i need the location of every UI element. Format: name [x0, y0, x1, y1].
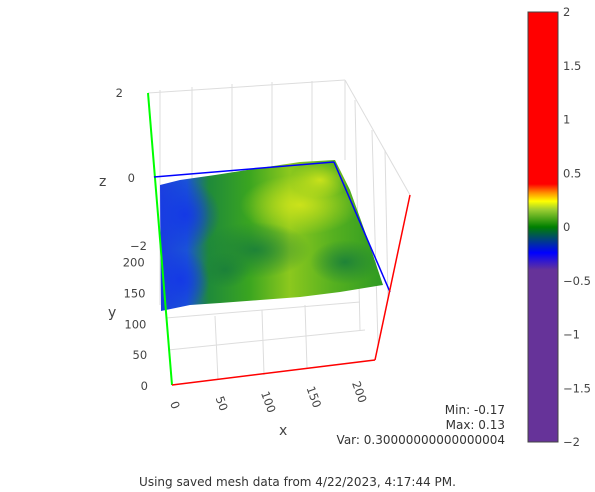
z-tick: −2	[130, 239, 147, 253]
surface-mesh[interactable]	[150, 160, 383, 311]
y-tick-labels: 0 50 100 150 200	[123, 256, 148, 393]
y-axis-line-side	[333, 161, 391, 293]
x-axis-line	[171, 359, 376, 386]
x-tick: 50	[213, 394, 231, 413]
stats-box: Min: -0.17 Max: 0.13 Var: 0.300000000000…	[337, 403, 505, 448]
z-axis-line	[147, 92, 173, 386]
colorbar-tick: −1	[563, 328, 580, 342]
colorbar-tick-labels: 2 1.5 1 0.5 0 −0.5 −1 −1.5 −2	[563, 5, 591, 449]
x-axis-title: x	[279, 423, 287, 439]
x-tick: 100	[258, 389, 279, 414]
colorbar-tick: 1	[563, 113, 570, 127]
y-axis-title: y	[108, 305, 116, 321]
y-tick: 0	[141, 379, 148, 393]
y-tick: 50	[133, 348, 148, 362]
y-tick: 150	[124, 287, 146, 301]
colorbar-tick: 1.5	[563, 59, 581, 73]
x-tick: 200	[349, 379, 370, 404]
colorbar-tick: 2	[563, 5, 570, 19]
axis-lines	[147, 92, 411, 386]
colorbar-tick: 0.5	[563, 166, 581, 180]
colorbar-tick: 0	[563, 220, 570, 234]
x-tick: 150	[304, 384, 325, 409]
y-tick: 200	[123, 256, 145, 270]
colorbar-bar	[527, 11, 559, 443]
footer-note: Using saved mesh data from 4/22/2023, 4:…	[139, 475, 456, 489]
z-tick: 0	[128, 171, 135, 185]
z-tick-labels: −2 0 2	[116, 86, 147, 253]
z-axis-title: z	[99, 174, 106, 190]
stat-var: Var: 0.30000000000000004	[336, 433, 505, 447]
y-axis-line	[153, 161, 335, 178]
stat-min: Min: -0.17	[444, 403, 505, 417]
colorbar: 2 1.5 1 0.5 0 −0.5 −1 −1.5 −2	[527, 5, 591, 449]
z-tick: 2	[116, 86, 123, 100]
colorbar-tick: −2	[563, 435, 580, 449]
x-axis-line-side	[374, 194, 411, 361]
y-tick: 100	[124, 317, 146, 331]
x-tick: 0	[167, 399, 183, 411]
colorbar-tick: −1.5	[563, 381, 591, 395]
colorbar-tick: −0.5	[563, 274, 591, 288]
stat-max: Max: 0.13	[445, 418, 505, 432]
